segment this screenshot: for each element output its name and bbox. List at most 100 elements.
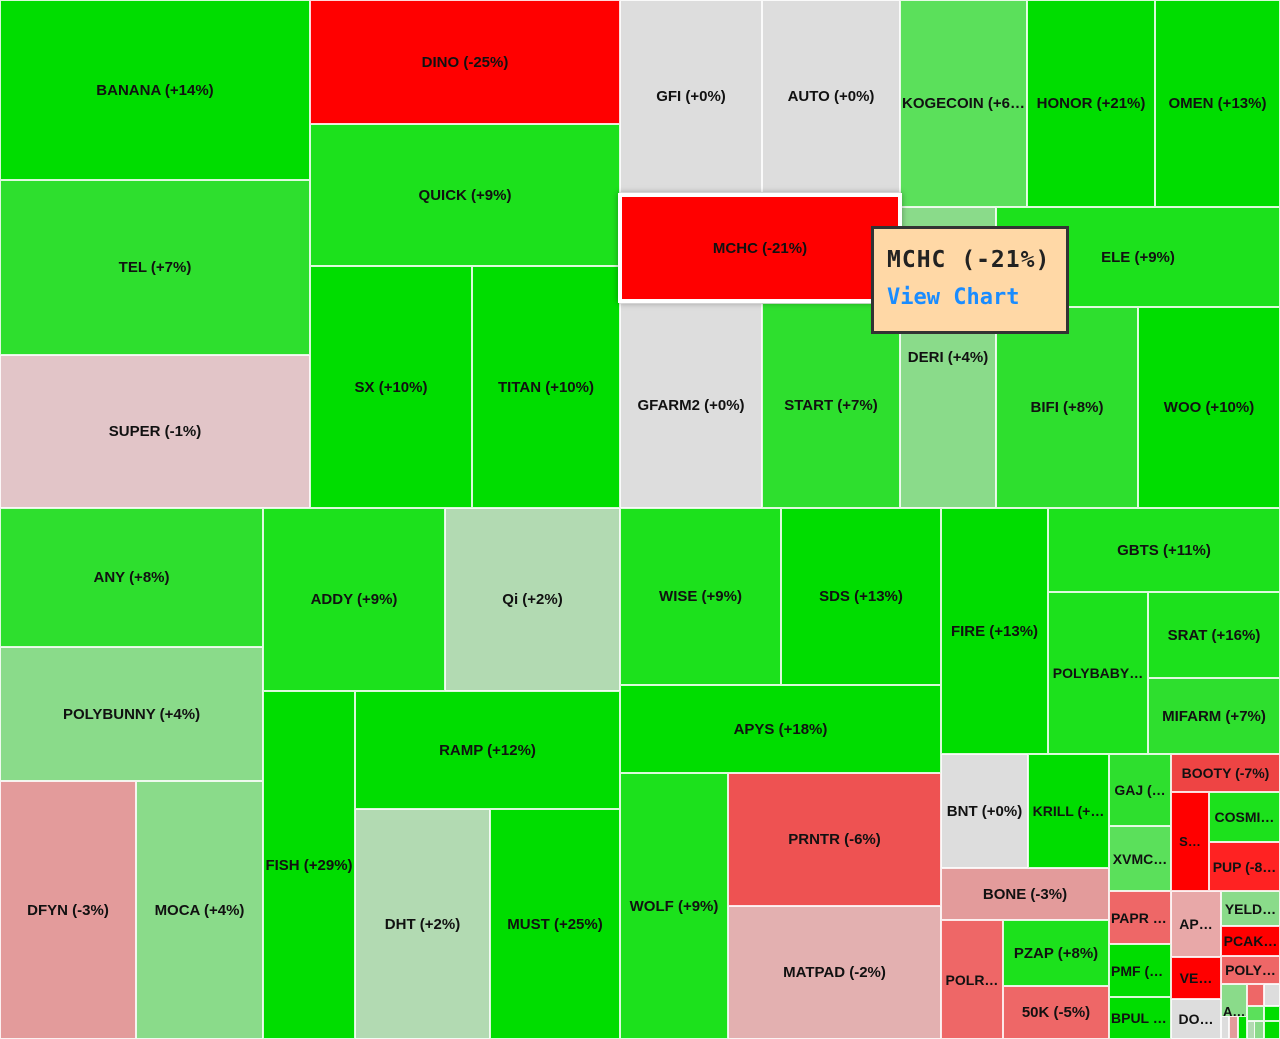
tile-cosmi[interactable]: COSMI… <box>1209 792 1280 842</box>
tile-label: QUICK (+9%) <box>418 186 512 204</box>
tile-poly[interactable]: POLY… <box>1221 956 1280 984</box>
tile-label: BPUL (… <box>1111 1010 1170 1026</box>
tile-label: BNT (+0%) <box>946 802 1023 820</box>
tile-dino[interactable]: DINO (-25%) <box>310 0 620 124</box>
tile-bnt[interactable]: BNT (+0%) <box>941 754 1028 868</box>
tile-tel[interactable]: TEL (+7%) <box>0 180 310 355</box>
tile-label: AUTO (+0%) <box>787 88 875 105</box>
tile-label: KRILL (+… <box>1032 803 1105 819</box>
tile-krill[interactable]: KRILL (+… <box>1028 754 1109 868</box>
tile-label: COSMI… <box>1214 809 1275 825</box>
tile-label: PMF (+… <box>1111 962 1170 979</box>
tile-moca[interactable]: MOCA (+4%) <box>136 781 263 1039</box>
tile-sx[interactable]: SX (+10%) <box>310 266 472 508</box>
tile-gfarm2[interactable]: GFARM2 (+0%) <box>620 303 762 508</box>
tile-t7[interactable] <box>1221 1016 1229 1039</box>
tile-pmf[interactable]: PMF (+… <box>1109 944 1171 997</box>
tile-t2[interactable] <box>1264 984 1280 1006</box>
tile-dht[interactable]: DHT (+2%) <box>355 809 490 1039</box>
tile-label: ELE (+9%) <box>1101 248 1175 266</box>
tile-bpul[interactable]: BPUL (… <box>1109 997 1171 1039</box>
tile-polybunny[interactable]: POLYBUNNY (+4%) <box>0 647 263 781</box>
tooltip-title: MCHC (-21%) <box>887 247 1051 273</box>
tile-label: MUST (+25%) <box>507 915 603 933</box>
tile-apys[interactable]: APYS (+18%) <box>620 685 941 773</box>
tile-super[interactable]: SUPER (-1%) <box>0 355 310 508</box>
tile-gfi[interactable]: GFI (+0%) <box>620 0 762 193</box>
tile-label: S… <box>1179 834 1201 849</box>
tile-wolf[interactable]: WOLF (+9%) <box>620 773 728 1039</box>
tile-prntr[interactable]: PRNTR (-6%) <box>728 773 941 906</box>
tile-label: POLR… <box>945 971 999 988</box>
tile-xvmc[interactable]: XVMC… <box>1109 826 1171 891</box>
tile-pcak[interactable]: PCAK… <box>1221 926 1280 956</box>
tile-label: XVMC… <box>1112 850 1168 867</box>
tile-pup[interactable]: PUP (-8… <box>1209 842 1280 891</box>
tile-booty[interactable]: BOOTY (-7%) <box>1171 754 1280 792</box>
tile-polr[interactable]: POLR… <box>941 920 1003 1039</box>
tile-t10[interactable] <box>1247 1021 1255 1039</box>
tile-label: MIFARM (+7%) <box>1162 707 1266 725</box>
tile-label: SX (+10%) <box>354 378 428 396</box>
tile-fire[interactable]: FIRE (+13%) <box>941 508 1048 754</box>
tile-label: BANANA (+14%) <box>96 81 214 99</box>
tile-polybaby[interactable]: POLYBABY… <box>1048 592 1148 754</box>
tile-auto[interactable]: AUTO (+0%) <box>762 0 900 193</box>
tile-label: SDS (+13%) <box>819 588 903 605</box>
tile-banana[interactable]: BANANA (+14%) <box>0 0 310 180</box>
tile-bone[interactable]: BONE (-3%) <box>941 868 1109 920</box>
tile-srat[interactable]: SRAT (+16%) <box>1148 592 1280 678</box>
tile-any[interactable]: ANY (+8%) <box>0 508 263 647</box>
tile-label: WISE (+9%) <box>659 588 742 605</box>
tile-t6[interactable] <box>1264 1021 1280 1039</box>
tile-matpad[interactable]: MATPAD (-2%) <box>728 906 941 1039</box>
tile-gbts[interactable]: GBTS (+11%) <box>1048 508 1280 592</box>
tile-dfyn[interactable]: DFYN (-3%) <box>0 781 136 1039</box>
tile-sds[interactable]: SDS (+13%) <box>781 508 941 685</box>
tile-label: TITAN (+10%) <box>498 378 594 396</box>
tile-t4[interactable] <box>1264 1006 1280 1021</box>
tile-label: BOOTY (-7%) <box>1181 765 1270 781</box>
tile-50k[interactable]: 50K (-5%) <box>1003 986 1109 1039</box>
tile-ve[interactable]: VE… <box>1171 957 1221 999</box>
tile-must[interactable]: MUST (+25%) <box>490 809 620 1039</box>
tile-papr[interactable]: PAPR (… <box>1109 891 1171 944</box>
tile-wise[interactable]: WISE (+9%) <box>620 508 781 685</box>
tile-t8[interactable] <box>1229 1016 1238 1039</box>
tile-quick[interactable]: QUICK (+9%) <box>310 124 620 266</box>
tile-yeld[interactable]: YELD… <box>1221 891 1280 926</box>
tile-qi[interactable]: Qi (+2%) <box>445 508 620 691</box>
tile-label: AP… <box>1179 916 1213 932</box>
tile-mifarm[interactable]: MIFARM (+7%) <box>1148 678 1280 754</box>
tile-label: GAJ (… <box>1114 782 1166 798</box>
tile-t3[interactable] <box>1247 1006 1264 1021</box>
tile-do[interactable]: DO… <box>1171 999 1221 1039</box>
view-chart-link[interactable]: View Chart <box>887 285 1020 310</box>
tile-gaj[interactable]: GAJ (… <box>1109 754 1171 826</box>
tile-label: POLY… <box>1225 962 1276 978</box>
tile-fish[interactable]: FISH (+29%) <box>263 691 355 1039</box>
tile-label: GFI (+0%) <box>656 88 726 105</box>
tile-label: PUP (-8… <box>1212 858 1277 875</box>
tile-titan[interactable]: TITAN (+10%) <box>472 266 620 508</box>
tile-label: SUPER (-1%) <box>108 423 202 440</box>
tile-label: DO… <box>1178 1011 1214 1027</box>
tile-ramp[interactable]: RAMP (+12%) <box>355 691 620 809</box>
tile-t1[interactable] <box>1247 984 1264 1006</box>
tile-woo[interactable]: WOO (+10%) <box>1138 307 1280 508</box>
tile-honor[interactable]: HONOR (+21%) <box>1027 0 1155 207</box>
tile-pzap[interactable]: PZAP (+8%) <box>1003 920 1109 986</box>
tile-omen[interactable]: OMEN (+13%) <box>1155 0 1280 207</box>
tile-mchc[interactable]: MCHC (-21%) <box>618 193 902 303</box>
tile-addy[interactable]: ADDY (+9%) <box>263 508 445 691</box>
tile-t9[interactable] <box>1238 1016 1247 1039</box>
tile-label: VE… <box>1179 970 1213 986</box>
tile-kogecoin[interactable]: KOGECOIN (+6%) <box>900 0 1027 207</box>
tile-s[interactable]: S… <box>1171 792 1209 891</box>
tile-label: PAPR (… <box>1111 909 1170 926</box>
tile-label: POLYBUNNY (+4%) <box>62 705 201 723</box>
tile-bifi[interactable]: BIFI (+8%) <box>996 307 1138 508</box>
tile-ap[interactable]: AP… <box>1171 891 1221 957</box>
tile-start[interactable]: START (+7%) <box>762 303 900 508</box>
